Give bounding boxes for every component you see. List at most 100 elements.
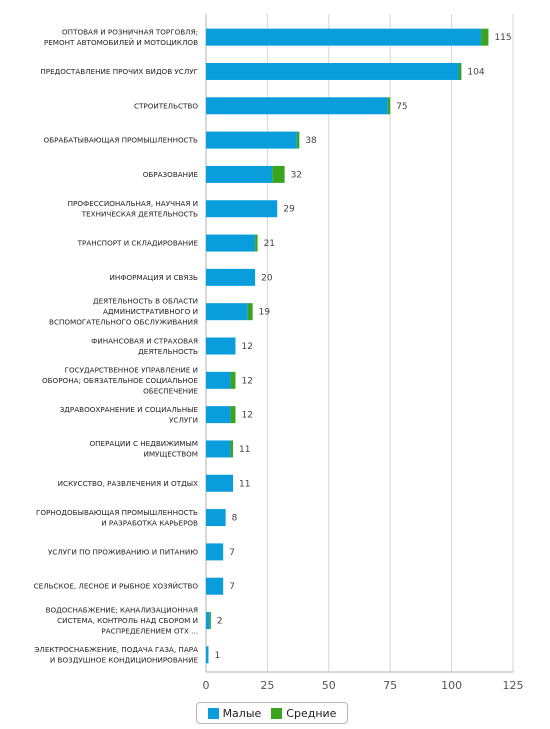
x-tick-label: 0	[203, 679, 210, 692]
bar-small[interactable]	[206, 28, 482, 46]
category-label: Государственное управление и оборона; обя…	[42, 365, 198, 395]
category-label-line: обеспечение	[143, 386, 198, 395]
total-label: 2	[217, 617, 223, 627]
bar-small[interactable]	[206, 371, 231, 389]
bar-small[interactable]	[206, 303, 248, 321]
category-label-line: Оптовая и розничная торговля;	[62, 27, 198, 36]
category-label: Сельское, лесное и рыбное хозяйство	[34, 582, 199, 591]
category-labels: Оптовая и розничная торговля; ремонт авто…	[34, 27, 199, 664]
category-label: Оптовая и розничная торговля; ремонт авто…	[44, 27, 198, 47]
category-label-line: Деятельность в области	[93, 297, 198, 306]
category-label-line: Искусство, развлечения и отдых	[58, 479, 198, 488]
category-label-line: вспомогательного обслуживания	[49, 318, 198, 327]
total-label: 1	[214, 651, 220, 661]
bar-small[interactable]	[206, 200, 278, 218]
category-label: Финансовая и страховая деятельность	[91, 336, 198, 356]
category-label: Профессиональная, научная и техническая д…	[68, 199, 198, 219]
category-label-line: и воздушное кондиционирование	[50, 656, 199, 665]
bar-small[interactable]	[206, 165, 273, 183]
bar-small[interactable]	[206, 131, 297, 149]
total-label: 38	[305, 136, 317, 146]
category-label-line: Обрабатывающая промышленность	[44, 136, 199, 145]
bar-small[interactable]	[206, 62, 459, 80]
category-label-line: Профессиональная, научная и	[68, 199, 198, 208]
bar-medium[interactable]	[230, 406, 236, 424]
bars	[206, 28, 489, 664]
bar-medium[interactable]	[296, 131, 300, 149]
total-label: 115	[494, 33, 511, 43]
category-label-line: имуществом	[143, 450, 198, 459]
bar-medium[interactable]	[481, 28, 489, 46]
bar-small[interactable]	[206, 474, 234, 492]
bar-medium[interactable]	[209, 612, 211, 630]
legend-label-medium: Средние	[286, 706, 337, 720]
category-label-line: Государственное управление и	[65, 365, 198, 374]
legend-item-small[interactable]: Малые	[207, 706, 262, 720]
category-label: Транспорт и складирование	[77, 239, 199, 248]
bar-medium[interactable]	[387, 97, 391, 115]
x-tick-label: 25	[260, 679, 274, 692]
total-label: 11	[239, 479, 250, 489]
x-tick-label: 125	[503, 679, 524, 692]
bar-small[interactable]	[206, 440, 231, 458]
total-label: 12	[241, 376, 252, 386]
category-label: Обрабатывающая промышленность	[44, 136, 199, 145]
category-label-line: оборона; обязательное социальное	[42, 376, 198, 385]
bar-small[interactable]	[206, 268, 256, 286]
category-label-line: Финансовая и страховая	[91, 336, 198, 345]
bar-medium[interactable]	[458, 62, 462, 80]
bar-medium[interactable]	[230, 440, 234, 458]
category-label-line: Сельское, лесное и рыбное хозяйство	[34, 582, 199, 591]
bar-small[interactable]	[206, 234, 256, 252]
bar-small[interactable]	[206, 337, 236, 355]
total-label: 8	[232, 514, 238, 524]
bar-medium[interactable]	[255, 234, 258, 252]
category-label-line: Горнодобывающая промышленность	[36, 508, 198, 517]
bar-small[interactable]	[206, 543, 224, 561]
category-label: Горнодобывающая промышленность и разработ…	[36, 508, 198, 528]
category-label: Предоставление прочих видов услуг	[40, 67, 198, 76]
category-label-line: Здравоохранение и социальные	[60, 405, 199, 414]
bar-small[interactable]	[206, 97, 388, 115]
bar-medium[interactable]	[247, 303, 253, 321]
x-axis-ticks: 0 25 50 75 100 125	[203, 679, 524, 692]
category-label: Деятельность в области административного …	[49, 297, 198, 327]
x-tick-label: 75	[383, 679, 397, 692]
category-label: Услуги по проживанию и питанию	[48, 547, 198, 556]
bar-small[interactable]	[206, 509, 226, 527]
gridlines	[205, 14, 514, 673]
category-label-line: Предоставление прочих видов услуг	[40, 67, 198, 76]
bar-small[interactable]	[206, 577, 224, 595]
total-label: 20	[261, 273, 273, 283]
total-label: 7	[229, 582, 235, 592]
category-label-line: административного и	[103, 307, 198, 316]
category-label-line: Водоснабжение; канализационная	[46, 606, 198, 615]
category-label: Операции с недвижимым имуществом	[89, 439, 198, 459]
total-label: 21	[264, 239, 275, 249]
category-label-line: система, контроль над сбором и	[57, 616, 198, 625]
category-label-line: Услуги по проживанию и питанию	[48, 547, 198, 556]
category-label-line: и разработка карьеров	[101, 518, 198, 527]
legend-item-medium[interactable]: Средние	[271, 707, 336, 720]
category-label-line: Строительство	[134, 101, 198, 110]
bar-small[interactable]	[206, 612, 210, 630]
total-label: 7	[229, 548, 235, 558]
category-label: Здравоохранение и социальные услуги	[60, 405, 199, 425]
legend-swatch-medium	[271, 707, 283, 719]
bar-medium[interactable]	[230, 371, 236, 389]
total-label: 19	[259, 308, 271, 318]
category-label: Образование	[143, 170, 199, 179]
total-label: 104	[467, 67, 484, 77]
legend-label-small: Малые	[222, 706, 262, 720]
category-label-line: Операции с недвижимым	[89, 439, 198, 448]
total-label: 32	[291, 170, 302, 180]
bar-small[interactable]	[206, 646, 209, 664]
total-label: 29	[283, 205, 295, 215]
bar-small[interactable]	[206, 406, 231, 424]
bar-medium[interactable]	[272, 165, 285, 183]
legend[interactable]: Малые Средние	[196, 702, 348, 724]
x-tick-label: 100	[441, 679, 462, 692]
category-label: Информация и связь	[110, 273, 199, 282]
